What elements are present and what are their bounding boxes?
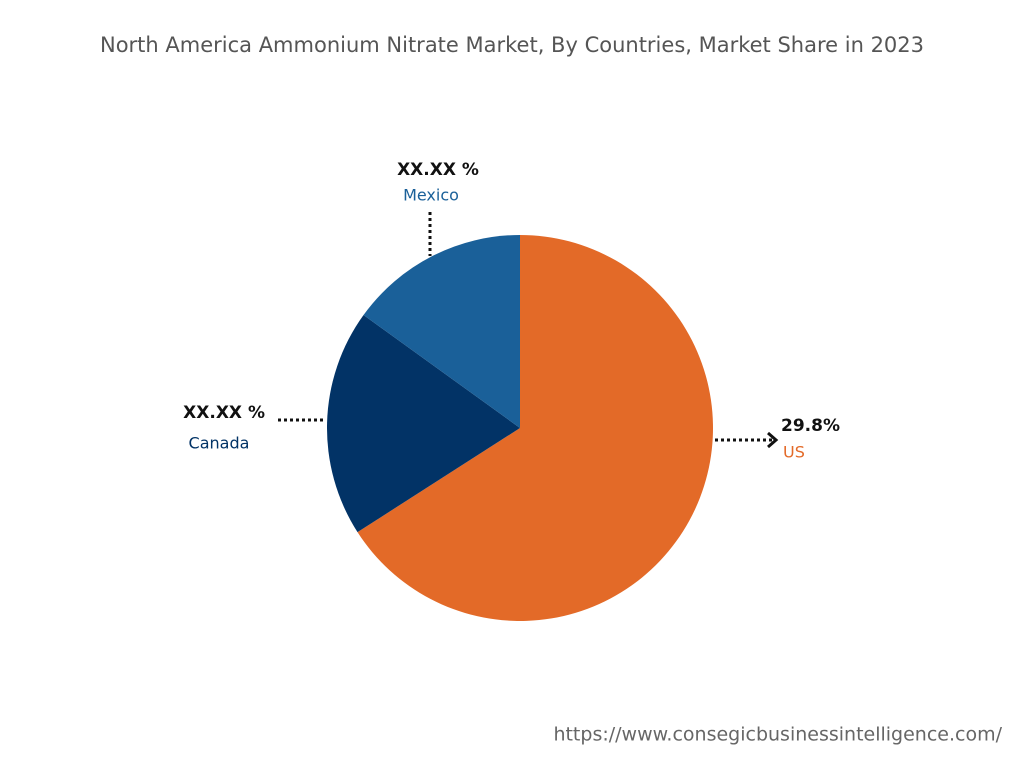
- pie-slice: [363, 235, 520, 428]
- category-label: Canada: [189, 434, 250, 453]
- pie-slice: [357, 235, 714, 621]
- category-label: US: [783, 443, 805, 462]
- source-url: https://www.consegicbusinessintelligence…: [553, 724, 1002, 746]
- category-label: Mexico: [403, 186, 459, 205]
- value-label: XX.XX %: [397, 160, 479, 180]
- chart-title: North America Ammonium Nitrate Market, B…: [100, 33, 924, 57]
- pie-slice: [326, 314, 520, 533]
- value-label: 29.8%: [781, 416, 840, 436]
- value-label: XX.XX %: [183, 403, 265, 423]
- leader-arrow: [767, 431, 779, 449]
